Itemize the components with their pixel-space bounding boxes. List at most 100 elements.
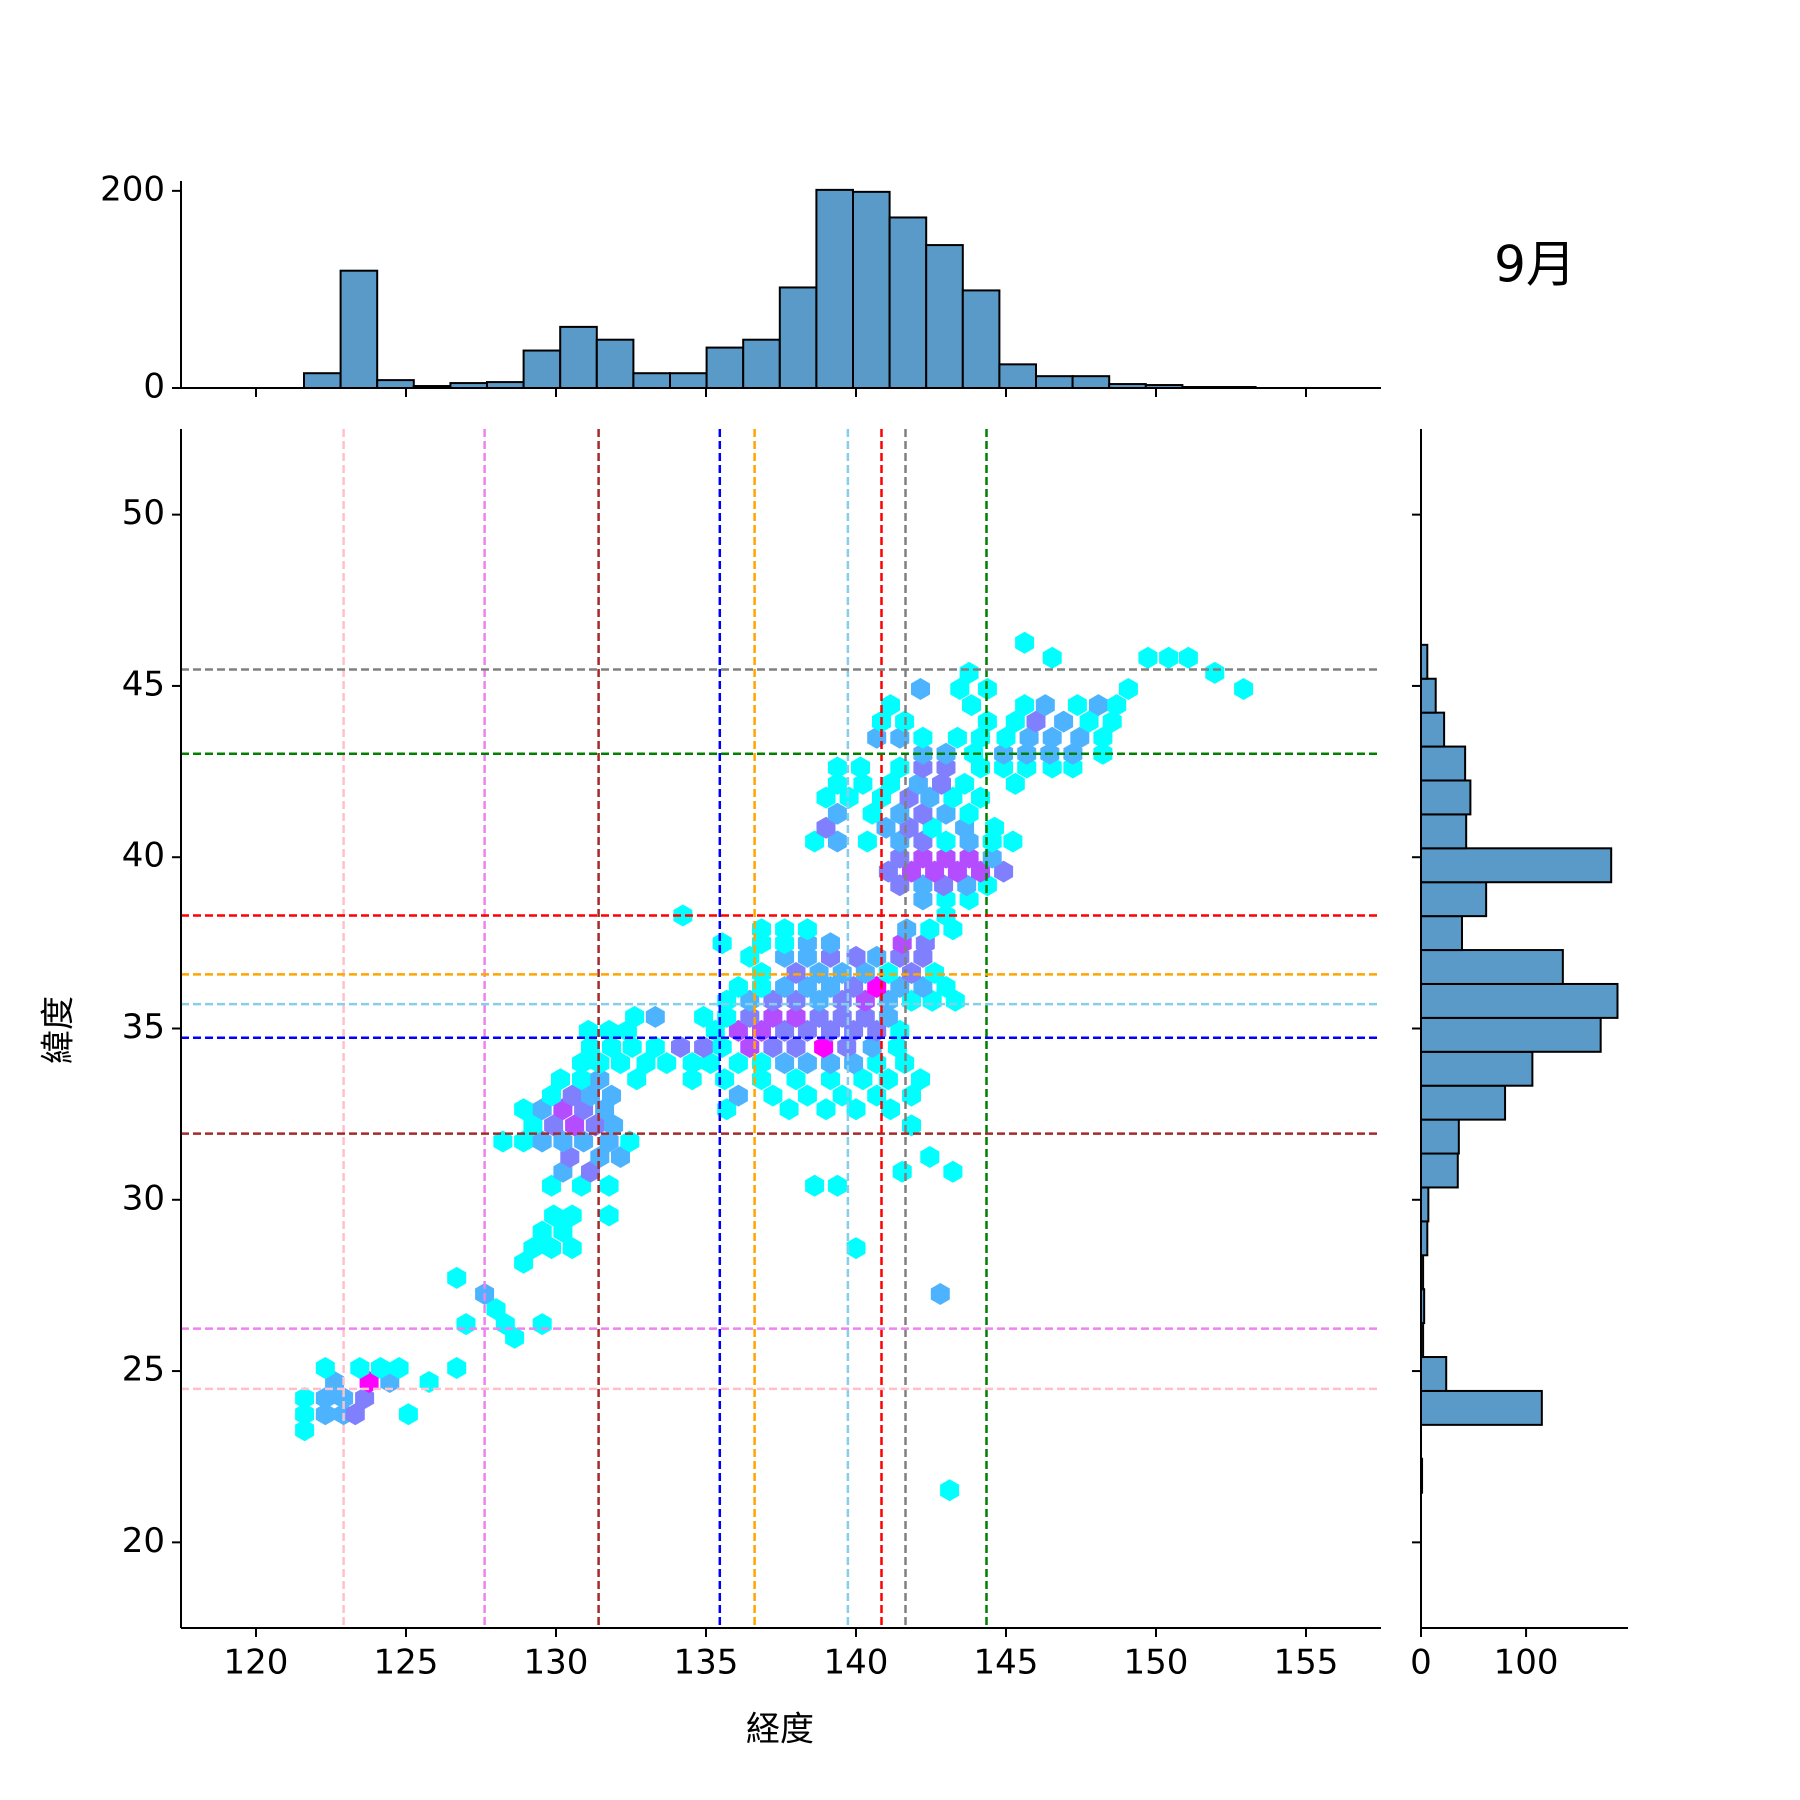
hexbin-cell [532,1130,552,1153]
hexbin-cell [315,1403,335,1426]
histogram-bar [1420,813,1468,850]
histogram-bar [1420,915,1463,952]
hexbin-cell [542,1174,561,1197]
hexbin-cell [728,1084,748,1107]
x-tick-label: 155 [1274,1643,1339,1683]
hexbin-cell [1067,694,1087,717]
hexbin-cell [523,1114,543,1137]
histogram-bar [632,372,672,390]
hexbin-cell [839,786,859,809]
hexbin-cell [775,1019,795,1042]
hexbin-cell [712,932,732,955]
hexbin-cell [1138,646,1158,669]
hexbin-cell [752,976,771,998]
hexbin-cell [775,932,795,955]
hexbin-cell [1042,646,1062,669]
histogram-bar [1420,949,1564,985]
hexbin-cell [604,1114,624,1137]
hexbin-cell [809,962,829,984]
y-tick-label: 35 [122,1007,165,1047]
hexbin-cell [1159,646,1179,669]
hexbin-cell [1042,726,1062,749]
hexbin-cell [786,1005,806,1028]
hexbin-cell [816,786,836,809]
histogram-bar [1420,1084,1507,1121]
histogram-bar [1420,1356,1448,1392]
hexbin-cell [752,1019,771,1042]
histogram-bar [1071,375,1111,389]
hexbin-cell [1035,694,1055,717]
hexbin-cell [752,1068,771,1091]
histogram-bar [595,338,635,390]
hexbin-cell [645,1036,665,1058]
hexbin-cell [728,1019,748,1042]
histogram-bar [1420,1118,1460,1155]
hexbin-cell [590,1052,610,1075]
x-tick-label: 135 [674,1643,739,1683]
hexbin-cell [717,1005,737,1028]
hexbin-cell [786,1068,806,1091]
hexbin-cell [925,962,945,984]
hexbin-cell [694,1005,714,1028]
hexbin-cell [821,1068,840,1091]
histogram-bar [742,338,781,390]
hexbin-cell [846,1098,866,1121]
hexbin-cell [553,1220,573,1243]
hexbin-cell [846,1237,866,1260]
hexbin-cell [1005,710,1025,733]
hexbin-cell [809,1005,829,1028]
hexbin-cell [763,989,783,1012]
histogram-bar [705,346,745,390]
hexbin-cell [578,1019,598,1042]
hexbin-cell [876,816,896,839]
hexbin-cell [728,1052,748,1075]
y-tick-label: 30 [122,1178,165,1218]
hexbin-cell [878,1005,898,1028]
hexbin-cell [295,1419,315,1442]
histogram-bar [522,349,562,389]
hexbin-cell [805,830,825,853]
hexbin-cell [913,846,933,869]
hexbin-cell [1019,726,1039,749]
hexbin-cell [671,1036,690,1058]
hexbin-cell [359,1371,379,1393]
hexbin-cell [542,1237,561,1260]
hexbin-cell [1026,710,1046,733]
hexbin-cell [551,1068,570,1091]
hexbin-cell [925,860,945,883]
hexbin-cell [712,1036,732,1058]
hexbin-cell [611,1052,630,1075]
histogram-bar [852,190,891,389]
hexbin-cell [947,860,967,883]
hexbin-cell [913,874,933,897]
hexbin-cell [544,1114,564,1137]
hexbin-cell [620,1130,640,1153]
hexbin-cell [797,918,817,941]
histogram-bar [1420,1050,1534,1087]
hexbin-cell [821,1019,840,1042]
hexbin-cell [775,918,795,941]
hexbin-cell [325,1371,345,1393]
hexbin-cell [514,1130,534,1153]
hexbin-cell [913,726,933,749]
hexbin-cell [805,1174,825,1197]
hexbin-cell [599,1204,619,1227]
hexbin-cell [892,1160,912,1183]
hexbin-cell [853,772,873,795]
hexbin-cell [959,846,979,869]
hexbin-cell [994,860,1014,883]
hexbin-cell [911,678,930,700]
hexbin-cell [950,678,970,700]
hexbin-cell [532,1220,552,1243]
hexbin-cell [816,816,836,839]
hexbin-cell [562,1204,582,1227]
hexbin-cell [717,1098,737,1121]
hexbin-cell [786,1036,806,1058]
hexbin-cell [1093,726,1113,749]
hexbin-cell [763,1005,783,1028]
hexbin-cell [1005,772,1025,795]
hexbin-cell [814,1036,834,1058]
hexbin-cell [959,661,979,684]
hexbin-cell [936,830,956,853]
hexbin-cell [846,945,866,968]
